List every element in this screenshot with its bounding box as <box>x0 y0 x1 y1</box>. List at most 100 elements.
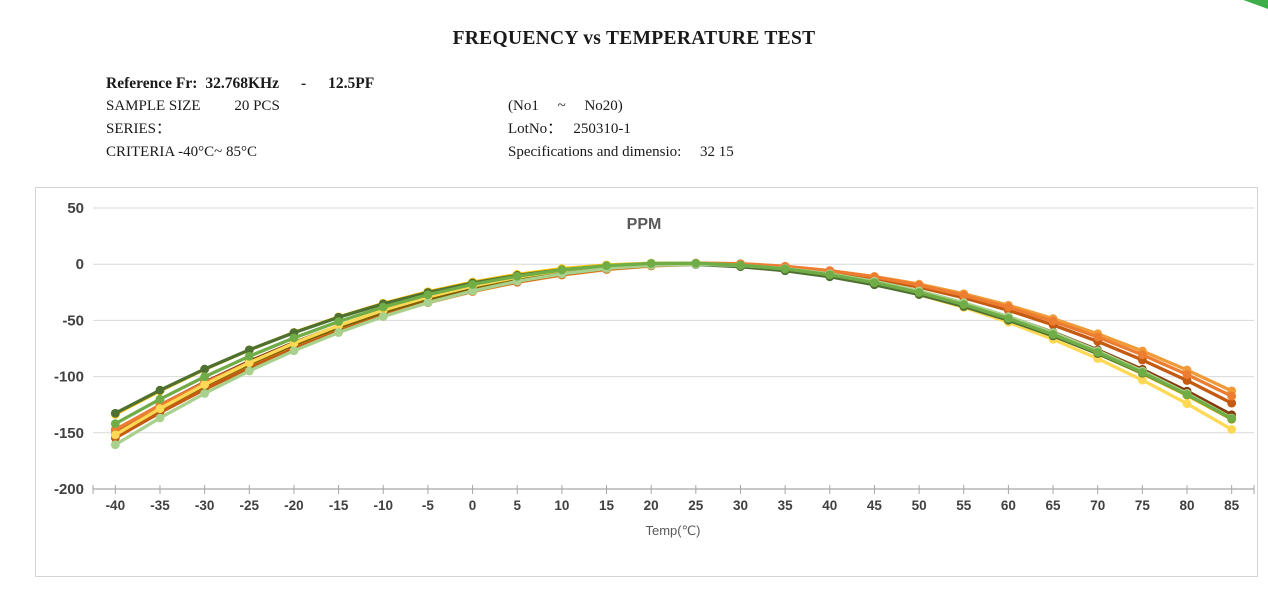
series-marker <box>602 261 611 271</box>
reference-label: Reference Fr: <box>106 75 198 92</box>
reference-separator: - <box>300 75 307 92</box>
series-marker <box>110 430 120 440</box>
series-marker <box>1227 398 1237 408</box>
series-marker <box>423 290 433 300</box>
x-axis-title: Temp(℃) <box>645 523 700 538</box>
x-tick-label: 75 <box>1135 498 1151 513</box>
series-marker <box>200 364 210 374</box>
x-tick-label: 25 <box>688 498 704 513</box>
series-marker <box>334 317 343 326</box>
x-tick-label: 10 <box>554 498 569 513</box>
series-row: SERIES： <box>106 121 172 137</box>
series-marker <box>110 419 120 429</box>
x-tick-label: 5 <box>513 498 521 513</box>
chart-frame: -40 -35 -30 -25 -20 -15 -10 -5 0 5 10 15 20 25 30 35 40 4… <box>35 187 1258 577</box>
series-marker <box>1227 414 1237 424</box>
series-marker <box>200 372 210 382</box>
x-tick-label: -25 <box>240 498 260 513</box>
series-marker <box>244 358 254 368</box>
series-marker <box>378 302 388 312</box>
series-marker <box>557 265 567 275</box>
series-marker <box>512 271 522 281</box>
sample-size-row: SAMPLE SIZE 20 PCS <box>106 98 280 114</box>
ppm-line-chart: -40 -35 -30 -25 -20 -15 -10 -5 0 5 10 15 20 25 30 35 40 4… <box>54 200 1255 538</box>
reference-row: Reference Fr: 32.768KHz - 12.5PF <box>106 72 1006 95</box>
series-marker <box>378 312 388 321</box>
x-tick-label: 55 <box>956 498 972 513</box>
series-marker <box>959 290 969 300</box>
y-tick-label: 0 <box>76 256 84 273</box>
x-tick-label: 70 <box>1090 498 1105 513</box>
series-marker <box>780 264 790 274</box>
y-tick-label: -100 <box>54 369 84 386</box>
series-marker <box>1048 316 1058 326</box>
x-tick-label: 45 <box>867 498 883 513</box>
x-tick-label: 35 <box>778 498 794 513</box>
x-tick-label: -10 <box>373 498 393 513</box>
series-marker <box>334 328 343 337</box>
series-marker <box>110 408 120 418</box>
info-columns: SAMPLE SIZE 20 PCS SERIES： CRITERIA -40°… <box>106 95 1006 164</box>
series-marker <box>1182 399 1192 409</box>
series-No5 <box>110 258 1237 440</box>
x-tick-label: 60 <box>1001 498 1016 513</box>
series-marker <box>244 366 254 376</box>
x-tick-label: -35 <box>150 498 170 513</box>
x-tick-label: -5 <box>422 498 434 513</box>
y-tick-label: 50 <box>67 200 84 217</box>
x-tick-label: -15 <box>329 498 349 513</box>
series-marker <box>646 259 656 268</box>
series-marker <box>289 346 299 356</box>
x-tick-label: 15 <box>599 498 615 513</box>
series-marker <box>1004 314 1013 323</box>
series-marker <box>244 351 254 361</box>
series-marker <box>468 280 477 289</box>
series-marker <box>870 278 879 288</box>
series-marker <box>1182 370 1192 379</box>
series-marker <box>1227 391 1237 401</box>
series-marker <box>1182 376 1192 385</box>
page-title: FREQUENCY vs TEMPERATURE TEST <box>452 28 816 49</box>
x-tick-label: -40 <box>106 498 126 513</box>
corner-accent <box>1243 0 1268 9</box>
series-marker <box>736 260 745 270</box>
sample-range-row: (No1 ~ No20) <box>508 98 623 114</box>
x-tick-label: 85 <box>1224 498 1240 513</box>
x-tick-label: 20 <box>644 498 659 513</box>
series-marker <box>1182 390 1192 399</box>
reference-load: 12.5PF <box>328 75 375 92</box>
specifications-row: Specifications and dimensio: 32 15 <box>508 144 734 160</box>
series-marker <box>200 389 210 398</box>
series-marker <box>691 258 701 268</box>
series-marker <box>468 286 477 296</box>
series-marker <box>1137 368 1147 377</box>
series-line <box>113 261 1234 437</box>
x-tick-label: -30 <box>195 498 215 513</box>
series-marker <box>155 413 165 423</box>
x-tick-label: 30 <box>733 498 748 513</box>
series-marker <box>155 404 165 414</box>
series-No2 <box>110 258 1237 429</box>
series-marker <box>959 300 969 309</box>
y-tick-label: -200 <box>54 481 84 498</box>
series-marker <box>1137 350 1147 360</box>
series-marker <box>825 270 835 280</box>
x-tick-label: 40 <box>822 498 837 513</box>
series-marker <box>1093 332 1103 342</box>
info-column-right: (No1 ~ No20) LotNo： 250310-1 Specificati… <box>508 95 1006 164</box>
criteria-row: CRITERIA -40°C~ 85°C <box>106 144 257 160</box>
series-marker <box>914 288 924 297</box>
series-line <box>113 261 1234 426</box>
x-tick-label: 65 <box>1046 498 1062 513</box>
x-tick-label: -20 <box>284 498 304 513</box>
series-marker <box>244 345 254 355</box>
series-marker <box>155 385 165 395</box>
series-marker <box>1093 348 1103 357</box>
x-tick-label: 50 <box>912 498 927 513</box>
lot-number-row: LotNo： 250310-1 <box>508 121 631 137</box>
series-marker <box>110 440 120 450</box>
series-marker <box>155 394 165 404</box>
series-marker <box>200 380 210 389</box>
series-marker <box>1137 375 1147 385</box>
